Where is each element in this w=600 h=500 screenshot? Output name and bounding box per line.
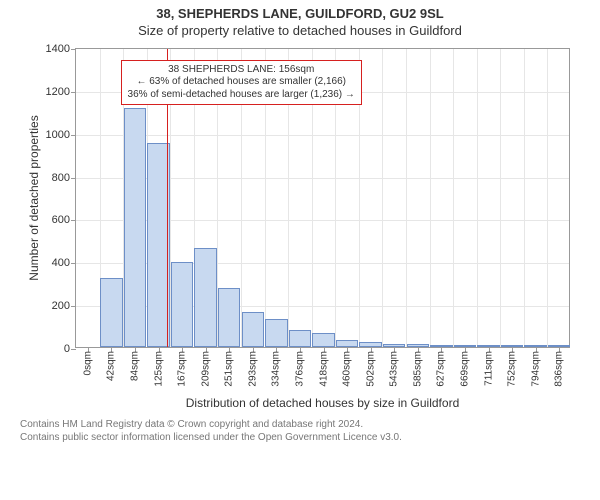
xtick-label: 251sqm xyxy=(224,347,235,387)
histogram-bar xyxy=(336,340,358,348)
xtick-label: 167sqm xyxy=(177,347,188,387)
xtick-label: 585sqm xyxy=(412,347,423,387)
histogram-bar xyxy=(100,278,122,347)
histogram-chart: 0 200 400 600 800 1000 1200 1400 0sqm 42sqm 84sqm 1… xyxy=(20,42,580,412)
histogram-bar xyxy=(171,262,193,347)
gridline-v xyxy=(382,49,383,347)
xtick-label: 334sqm xyxy=(271,347,282,387)
histogram-bar xyxy=(194,248,216,347)
xtick-label: 460sqm xyxy=(342,347,353,387)
gridline-v xyxy=(524,49,525,347)
footer-line-1: Contains HM Land Registry data © Crown c… xyxy=(20,418,580,431)
histogram-bar xyxy=(218,288,240,347)
gridline-v xyxy=(477,49,478,347)
x-axis-label: Distribution of detached houses by size … xyxy=(186,396,460,410)
annotation-line-3: 36% of semi-detached houses are larger (… xyxy=(128,89,355,102)
annotation-line-1: 38 SHEPHERDS LANE: 156sqm xyxy=(128,64,355,77)
xtick-label: 836sqm xyxy=(554,347,565,387)
xtick-label: 209sqm xyxy=(200,347,211,387)
xtick-label: 376sqm xyxy=(294,347,305,387)
ytick-label: 400 xyxy=(52,257,76,269)
xtick-label: 711sqm xyxy=(483,347,494,386)
xtick-label: 0sqm xyxy=(82,347,93,375)
xtick-label: 418sqm xyxy=(318,347,329,387)
ytick-label: 1200 xyxy=(46,86,76,98)
gridline-v xyxy=(453,49,454,347)
xtick-label: 794sqm xyxy=(530,347,541,387)
xtick-label: 627sqm xyxy=(436,347,447,387)
xtick-label: 293sqm xyxy=(247,347,258,387)
footer-line-2: Contains public sector information licen… xyxy=(20,431,580,444)
gridline-v xyxy=(406,49,407,347)
xtick-label: 752sqm xyxy=(507,347,518,387)
ytick-label: 200 xyxy=(52,300,76,312)
xtick-label: 669sqm xyxy=(459,347,470,387)
xtick-label: 84sqm xyxy=(129,347,140,381)
annotation-box: 38 SHEPHERDS LANE: 156sqm← 63% of detach… xyxy=(121,60,362,106)
histogram-bar xyxy=(312,333,334,347)
xtick-label: 543sqm xyxy=(389,347,400,387)
ytick-label: 800 xyxy=(52,172,76,184)
xtick-label: 42sqm xyxy=(106,347,117,381)
gridline-h xyxy=(76,135,569,136)
ytick-label: 1400 xyxy=(46,43,76,55)
ytick-label: 600 xyxy=(52,214,76,226)
page-subtitle: Size of property relative to detached ho… xyxy=(0,21,600,42)
histogram-bar xyxy=(242,312,264,347)
histogram-bar xyxy=(265,319,287,347)
gridline-v xyxy=(500,49,501,347)
y-axis-label: Number of detached properties xyxy=(27,115,41,280)
histogram-bar xyxy=(289,330,311,347)
gridline-v xyxy=(430,49,431,347)
xtick-label: 125sqm xyxy=(153,347,164,387)
xtick-label: 502sqm xyxy=(365,347,376,387)
ytick-label: 0 xyxy=(64,343,76,355)
gridline-v xyxy=(547,49,548,347)
footer: Contains HM Land Registry data © Crown c… xyxy=(0,412,600,444)
plot-area: 02004006008001000120014000sqm42sqm84sqm1… xyxy=(75,48,570,348)
annotation-line-2: ← 63% of detached houses are smaller (2,… xyxy=(128,76,355,89)
page-title: 38, SHEPHERDS LANE, GUILDFORD, GU2 9SL xyxy=(0,0,600,21)
ytick-label: 1000 xyxy=(46,129,76,141)
histogram-bar xyxy=(124,108,146,347)
